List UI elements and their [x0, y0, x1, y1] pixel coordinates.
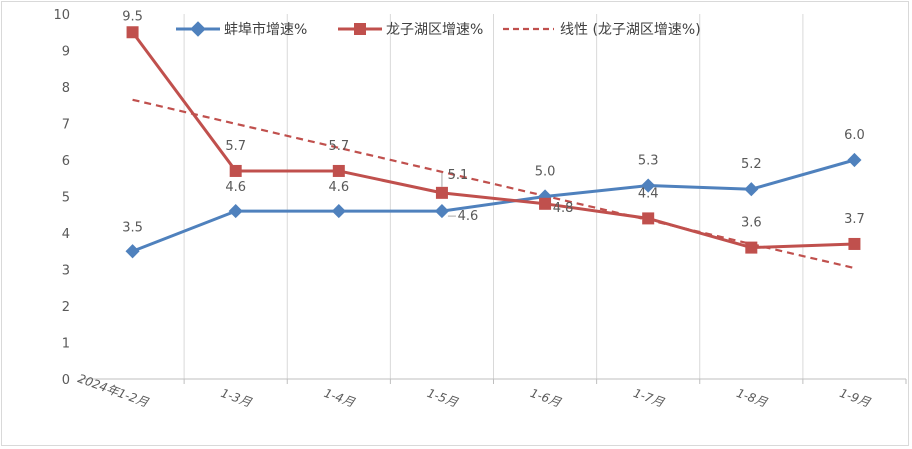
- data-point: [641, 178, 656, 193]
- x-tick-label: 1-9月: [838, 386, 873, 410]
- data-label: 3.6: [741, 216, 762, 231]
- y-tick-label: 4: [62, 227, 70, 242]
- x-tick-label: 1-5月: [425, 386, 460, 410]
- data-point: [229, 164, 242, 177]
- y-tick-label: 3: [62, 264, 70, 279]
- data-point: [847, 152, 862, 168]
- series-layer: [125, 26, 862, 259]
- data-label: 3.5: [122, 220, 143, 235]
- y-tick-label: 2: [62, 300, 70, 315]
- data-point: [539, 197, 552, 210]
- data-label: 4.4: [638, 186, 659, 201]
- data-point: [745, 241, 758, 254]
- x-tick-label: 1-4月: [322, 386, 357, 410]
- y-tick-label: 7: [62, 118, 70, 133]
- data-label: 6.0: [844, 128, 865, 143]
- data-label: 3.7: [844, 212, 865, 227]
- data-point: [332, 164, 345, 177]
- data-label: 5.0: [535, 165, 556, 180]
- y-tick-label: 6: [62, 154, 70, 169]
- legend-swatch-longzihu-marker: [354, 23, 366, 35]
- data-label: 5.7: [225, 139, 246, 154]
- series-line: [131, 31, 855, 250]
- data-label: 5.1: [448, 168, 469, 183]
- x-axis: [80, 378, 907, 384]
- data-label: 4.6: [328, 180, 349, 195]
- y-tick-label: 10: [53, 8, 70, 23]
- x-tick-label: 1-3月: [219, 386, 254, 410]
- legend-label-trendline: 线性 (龙子湖区增速%): [560, 22, 701, 38]
- data-point: [126, 26, 139, 39]
- data-label: 4.6: [225, 180, 246, 195]
- x-axis-tick-labels: 2024年1-2月 1-3月 1-4月 1-5月 1-6月 1-7月 1-8月 1-9月: [76, 371, 873, 410]
- data-point: [642, 212, 655, 225]
- x-tick-label: 1-7月: [631, 386, 666, 410]
- y-tick-label: 9: [62, 45, 70, 60]
- x-tick-label: 1-8月: [735, 386, 770, 410]
- y-tick-label: 8: [62, 81, 70, 96]
- data-point: [848, 237, 861, 250]
- data-point: [331, 204, 346, 219]
- data-label: 5.2: [741, 157, 762, 172]
- legend: 蚌埠市增速% 龙子湖区增速% 线性 (龙子湖区增速%): [176, 21, 701, 38]
- y-tick-label: 1: [62, 337, 70, 352]
- trendline-layer: [132, 98, 855, 270]
- y-tick-label: 5: [62, 191, 70, 206]
- data-label: 5.3: [638, 154, 659, 169]
- trendline: [132, 98, 855, 270]
- legend-label-longzihu: 龙子湖区增速%: [386, 22, 483, 38]
- x-tick-label: 1-6月: [528, 386, 563, 410]
- data-label: 9.5: [122, 9, 143, 24]
- data-point: [434, 204, 450, 219]
- legend-label-bengbu: 蚌埠市增速%: [224, 21, 307, 38]
- y-axis-tick-labels: 0 1 2 3 4 5 6 7 8 9 10: [53, 8, 70, 388]
- data-point: [435, 186, 448, 199]
- x-tick-label: 2024年1-2月: [76, 371, 151, 410]
- series-line: [132, 158, 855, 253]
- data-label: 4.8: [553, 201, 574, 216]
- data-labels: 3.5 4.6 4.6 4.6 5.0 5.3 5.2 6.0 9.5 5.7 5.7 5.1 4.8 4…: [122, 9, 865, 235]
- legend-swatch-bengbu-marker: [190, 21, 206, 37]
- data-label: 4.6: [458, 209, 479, 224]
- data-label: 5.7: [328, 139, 349, 154]
- data-point: [125, 244, 140, 259]
- data-point: [744, 182, 759, 197]
- vertical-gridlines: [183, 14, 804, 379]
- data-point: [228, 204, 243, 219]
- y-tick-label: 0: [62, 373, 70, 388]
